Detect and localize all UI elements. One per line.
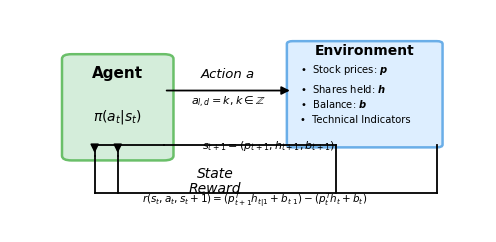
Text: $\pi(a_t|s_t)$: $\pi(a_t|s_t)$ xyxy=(93,108,142,126)
Text: Action a: Action a xyxy=(201,68,255,81)
Text: $a_{l,d} = k, k \in \mathbb{Z}$: $a_{l,d} = k, k \in \mathbb{Z}$ xyxy=(191,95,266,110)
Text: •  Stock prices: $\boldsymbol{p}$: • Stock prices: $\boldsymbol{p}$ xyxy=(300,63,388,77)
Text: Reward: Reward xyxy=(189,182,242,196)
Text: •  Technical Indicators: • Technical Indicators xyxy=(300,115,410,125)
Text: State: State xyxy=(197,167,234,182)
Text: •  Shares held: $\boldsymbol{h}$: • Shares held: $\boldsymbol{h}$ xyxy=(300,83,386,95)
FancyBboxPatch shape xyxy=(287,41,442,147)
Text: $s_{t+1} = (p_{t+1}, h_{t+1}, b_{t+1})$: $s_{t+1} = (p_{t+1}, h_{t+1}, b_{t+1})$ xyxy=(202,138,336,152)
Text: $r(s_t, a_t, s_t + 1) = (p_{t+1}^T h_{t|1} + b_{t\ 1}) - (p_t^T h_t + b_t)$: $r(s_t, a_t, s_t + 1) = (p_{t+1}^T h_{t|… xyxy=(142,191,367,209)
FancyBboxPatch shape xyxy=(62,54,174,160)
Text: Environment: Environment xyxy=(315,44,415,58)
Text: •  Balance: $\boldsymbol{b}$: • Balance: $\boldsymbol{b}$ xyxy=(300,98,367,110)
Text: Agent: Agent xyxy=(92,66,143,81)
